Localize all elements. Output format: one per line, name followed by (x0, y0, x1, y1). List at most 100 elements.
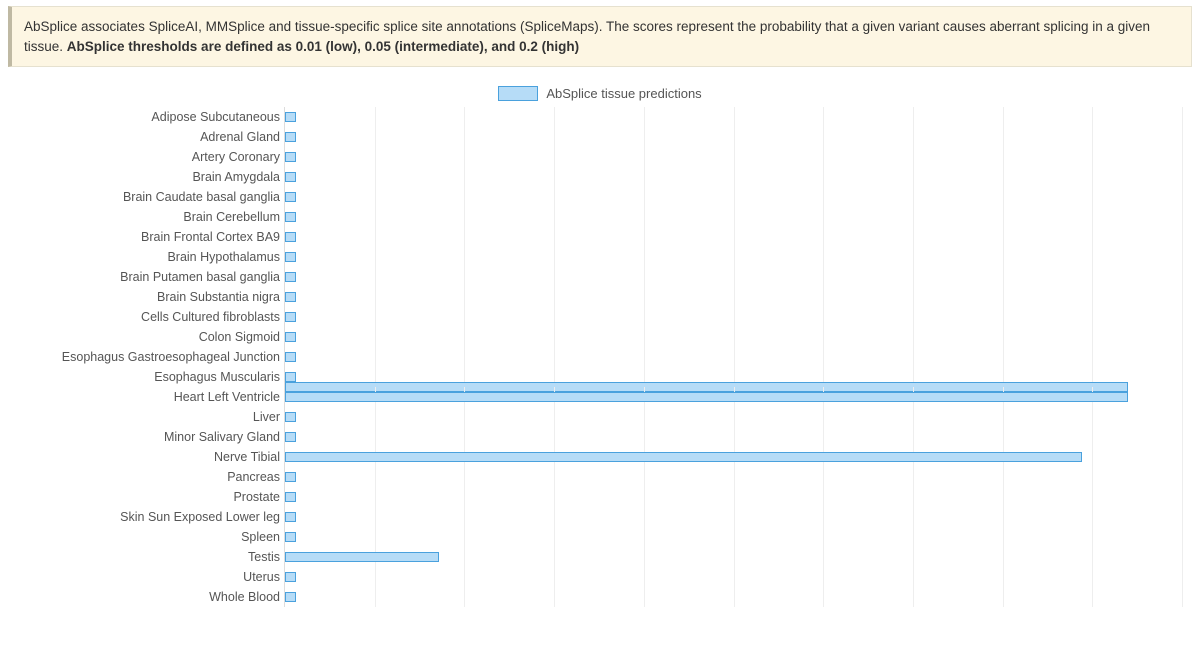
plot-cell (284, 347, 1182, 367)
plot-cell (284, 387, 1182, 407)
chart-row: Cells Cultured fibroblasts (10, 307, 1182, 327)
data-bar (285, 112, 296, 122)
chart-row: Esophagus Gastroesophageal Junction (10, 347, 1182, 367)
legend-label: AbSplice tissue predictions (546, 86, 701, 101)
data-bar (285, 272, 296, 282)
plot-cell (284, 467, 1182, 487)
plot-cell (284, 107, 1182, 127)
chart-row: Pancreas (10, 467, 1182, 487)
data-bar (285, 552, 439, 562)
chart-row: Brain Substantia nigra (10, 287, 1182, 307)
plot-cell (284, 187, 1182, 207)
plot-cell (284, 567, 1182, 587)
chart-row: Brain Putamen basal ganglia (10, 267, 1182, 287)
data-bar (285, 592, 296, 602)
data-bar (285, 432, 296, 442)
y-axis-label: Uterus (10, 570, 284, 584)
plot-cell (284, 247, 1182, 267)
chart-row: Testis (10, 547, 1182, 567)
data-bar (285, 572, 296, 582)
chart-row: Brain Frontal Cortex BA9 (10, 227, 1182, 247)
plot-cell (284, 287, 1182, 307)
data-bar (285, 332, 296, 342)
chart-row: Brain Amygdala (10, 167, 1182, 187)
plot-cell (284, 167, 1182, 187)
tissue-bar-chart: Adipose Subcutaneous Adrenal Gland Artery … (0, 107, 1200, 607)
y-axis-label: Brain Putamen basal ganglia (10, 270, 284, 284)
plot-cell (284, 147, 1182, 167)
data-bar (285, 452, 1082, 462)
y-axis-label: Nerve Tibial (10, 450, 284, 464)
y-axis-label: Liver (10, 410, 284, 424)
y-axis-label: Whole Blood (10, 590, 284, 604)
y-axis-label: Colon Sigmoid (10, 330, 284, 344)
chart-row: Skin Sun Exposed Lower leg (10, 507, 1182, 527)
chart-row: Esophagus Muscularis (10, 367, 1182, 387)
plot-cell (284, 407, 1182, 427)
y-axis-label: Heart Left Ventricle (10, 390, 284, 404)
y-axis-label: Esophagus Gastroesophageal Junction (10, 350, 284, 364)
data-bar (285, 492, 296, 502)
y-axis-label: Brain Caudate basal ganglia (10, 190, 284, 204)
data-bar (285, 352, 296, 362)
chart-row: Minor Salivary Gland (10, 427, 1182, 447)
chart-row: Brain Hypothalamus (10, 247, 1182, 267)
data-bar (285, 292, 296, 302)
plot-cell (284, 507, 1182, 527)
y-axis-label: Brain Amygdala (10, 170, 284, 184)
chart-row: Whole Blood (10, 587, 1182, 607)
data-bar (285, 392, 1128, 402)
chart-row: Artery Coronary (10, 147, 1182, 167)
plot-cell (284, 307, 1182, 327)
plot-cell (284, 527, 1182, 547)
plot-cell (284, 427, 1182, 447)
chart-row: Brain Cerebellum (10, 207, 1182, 227)
plot-cell (284, 547, 1182, 567)
data-bar (285, 512, 296, 522)
data-bar (285, 152, 296, 162)
y-axis-label: Prostate (10, 490, 284, 504)
y-axis-label: Adipose Subcutaneous (10, 110, 284, 124)
data-bar (285, 532, 296, 542)
y-axis-label: Adrenal Gland (10, 130, 284, 144)
y-axis-label: Artery Coronary (10, 150, 284, 164)
y-axis-label: Brain Hypothalamus (10, 250, 284, 264)
plot-cell (284, 127, 1182, 147)
data-bar (285, 232, 296, 242)
chart-row: Nerve Tibial (10, 447, 1182, 467)
chart-row: Uterus (10, 567, 1182, 587)
data-bar (285, 372, 296, 382)
legend-swatch (498, 86, 538, 101)
chart-row: Prostate (10, 487, 1182, 507)
plot-cell (284, 587, 1182, 607)
y-axis-label: Minor Salivary Gland (10, 430, 284, 444)
chart-row: Liver (10, 407, 1182, 427)
y-axis-label: Cells Cultured fibroblasts (10, 310, 284, 324)
y-axis-label: Esophagus Muscularis (10, 370, 284, 384)
y-axis-label: Brain Frontal Cortex BA9 (10, 230, 284, 244)
y-axis-label: Skin Sun Exposed Lower leg (10, 510, 284, 524)
plot-cell (284, 327, 1182, 347)
data-bar (285, 132, 296, 142)
data-bar (285, 252, 296, 262)
y-axis-label: Pancreas (10, 470, 284, 484)
plot-cell (284, 487, 1182, 507)
chart-legend: AbSplice tissue predictions (0, 85, 1200, 101)
y-axis-label: Brain Cerebellum (10, 210, 284, 224)
plot-cell (284, 227, 1182, 247)
y-axis-label: Spleen (10, 530, 284, 544)
chart-row: Brain Caudate basal ganglia (10, 187, 1182, 207)
plot-cell (284, 207, 1182, 227)
data-bar (285, 192, 296, 202)
y-axis-label: Testis (10, 550, 284, 564)
data-bar (285, 312, 296, 322)
chart-row: Adipose Subcutaneous (10, 107, 1182, 127)
plot-cell (284, 447, 1182, 467)
data-bar (285, 472, 296, 482)
chart-row: Adrenal Gland (10, 127, 1182, 147)
info-banner: AbSplice associates SpliceAI, MMSplice a… (8, 6, 1192, 67)
chart-row: Heart Left Ventricle (10, 387, 1182, 407)
chart-row: Spleen (10, 527, 1182, 547)
info-banner-bold: AbSplice thresholds are defined as 0.01 … (67, 39, 579, 54)
plot-cell (284, 267, 1182, 287)
